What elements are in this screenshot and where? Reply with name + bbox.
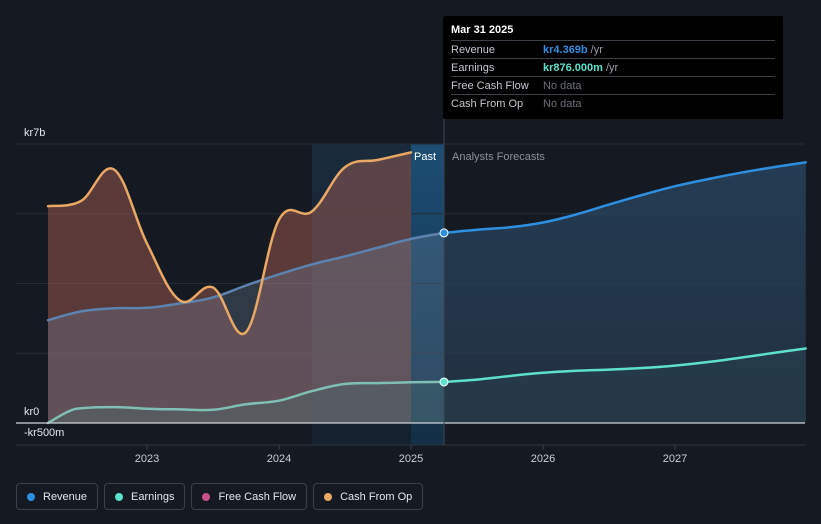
tooltip-row-free-cash-flow: Free Cash Flow No data [451, 76, 775, 94]
legend-free-cash-flow[interactable]: Free Cash Flow [191, 483, 308, 510]
x-tick-label: 2027 [663, 453, 687, 465]
y-label-zero: kr0 [24, 406, 39, 418]
cash-from-op-dot-icon [324, 492, 333, 501]
earnings-line-forecast [442, 347, 807, 384]
tooltip-row-cash-from-op: Cash From Op No data [451, 94, 775, 112]
cash-from-op-line-past [46, 151, 413, 336]
x-tick-label: 2026 [531, 453, 555, 465]
legend-earnings[interactable]: Earnings [104, 483, 186, 510]
forecast-label: Analysts Forecasts [452, 151, 545, 163]
tooltip-date: Mar 31 2025 [451, 24, 514, 36]
cash-from-op-area [48, 152, 411, 423]
earnings-marker[interactable] [439, 377, 449, 387]
x-tick-label: 2023 [135, 453, 159, 465]
revenue-dot-icon [27, 492, 35, 501]
legend-cash-from-op[interactable]: Cash From Op [313, 483, 424, 510]
y-label-top: kr7b [24, 127, 45, 139]
revenue-line-past [46, 231, 446, 322]
y-label-bottom: -kr500m [24, 427, 64, 439]
revenue-marker[interactable] [439, 228, 449, 238]
free-cash-flow-dot-icon [202, 492, 211, 501]
tooltip: Mar 31 2025 Revenue kr4.369b /yr Earning… [443, 16, 783, 119]
earnings-line-past [46, 380, 446, 425]
past-label: Past [414, 151, 436, 163]
tooltip-row-revenue: Revenue kr4.369b /yr [451, 40, 775, 58]
earnings-dot-icon [115, 492, 124, 501]
tooltip-row-earnings: Earnings kr876.000m /yr [451, 58, 775, 76]
legend-revenue[interactable]: Revenue [16, 483, 99, 510]
legend: Revenue Earnings Free Cash Flow Cash Fro… [16, 483, 424, 510]
revenue-forecast-area [444, 162, 806, 424]
revenue-line-forecast [442, 161, 807, 235]
x-tick-label: 2025 [399, 453, 423, 465]
past-highlight-band [411, 144, 444, 445]
x-tick-label: 2024 [267, 453, 291, 465]
